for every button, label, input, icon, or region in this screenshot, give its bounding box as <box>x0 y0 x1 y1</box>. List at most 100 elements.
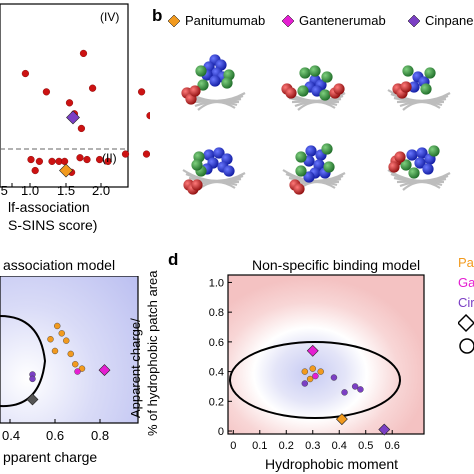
chart-d-diamond <box>378 423 391 436</box>
chart-a-point <box>65 99 74 107</box>
protein-atom <box>408 81 420 93</box>
circle-outline-icon <box>459 338 474 354</box>
protein-atom <box>400 81 412 93</box>
protein-ribbon <box>297 100 336 111</box>
protein-atom <box>400 159 412 171</box>
chart-d-xtick-label: 0.5 <box>358 440 373 452</box>
protein-atom <box>191 159 203 171</box>
protein-ribbon <box>402 180 441 191</box>
chart-d-ytick-label: 0 <box>218 426 224 438</box>
chart-d-point <box>341 389 348 396</box>
diamond-icon <box>168 14 180 27</box>
protein-atom <box>321 71 333 83</box>
chart-c-point <box>67 350 74 358</box>
protein-atom <box>285 87 297 99</box>
protein-atom <box>293 183 305 195</box>
protein-structures <box>181 54 451 195</box>
protein-atom <box>319 89 331 101</box>
protein-atom <box>428 145 440 157</box>
chart-d-point <box>312 372 319 380</box>
protein-atom <box>223 165 235 177</box>
protein-atom <box>321 143 333 155</box>
chart-d-diamond <box>306 344 319 357</box>
panel-letter-b: b <box>152 6 163 25</box>
chart-d-xtick-label: 0.6 <box>385 440 400 452</box>
chart-d-plot: 0 0.1 0.2 0.3 0.4 0.5 0.6 0 0.2 0.4 0.6 0.8 1.0 <box>209 274 425 452</box>
chart-d-xtick-label: 0 <box>230 440 236 452</box>
chart-d-point <box>306 375 314 383</box>
protein-atom <box>402 65 414 77</box>
protein-atom <box>406 149 418 161</box>
protein-atom <box>189 85 201 97</box>
chart-a-point <box>83 155 91 164</box>
protein-atom <box>213 147 225 159</box>
chart-c-point <box>72 360 79 368</box>
chart-d-title: Non-specific binding model <box>252 257 421 273</box>
legend-label: Panitumumab <box>185 13 266 28</box>
chart-a-point <box>35 157 44 165</box>
protein-ribbon <box>197 100 236 111</box>
protein-atom <box>309 65 321 77</box>
legend-label: Gantenerumab <box>299 13 386 28</box>
chart-d-xtick-label: 0.1 <box>252 440 267 452</box>
chart-c-point <box>58 330 65 337</box>
legend-right-item: Cir <box>458 295 474 310</box>
chart-d-xtick-label: 0.2 <box>279 440 294 452</box>
region-label-iv: (IV) <box>100 10 120 24</box>
chart-d-xtick-label: 0.4 <box>332 440 347 452</box>
legend-item-cinpane: Cinpane <box>408 13 473 28</box>
diamond-outline-icon <box>458 313 474 333</box>
chart-d-point <box>351 383 359 390</box>
legend-right-item: Pa <box>458 255 474 270</box>
protein-atom <box>295 151 307 163</box>
chart-d-ytick-label: 0.8 <box>209 307 224 319</box>
chart-d-xtick-label: 0.3 <box>305 440 320 452</box>
protein-atom <box>303 171 315 183</box>
chart-a-xlabel: lf-association <box>8 199 90 215</box>
protein-atom <box>414 157 426 169</box>
protein-atom <box>195 65 207 77</box>
protein-atom <box>297 85 309 97</box>
chart-a-point <box>21 69 30 78</box>
chart-c-point <box>74 368 81 375</box>
protein-atom <box>323 161 335 173</box>
protein-atom <box>408 167 420 179</box>
chart-a-point <box>77 124 86 133</box>
chart-d-point <box>357 386 364 393</box>
chart-a-diamond <box>59 163 73 178</box>
protein-atom <box>295 165 307 177</box>
chart-c-xlabel: pparent charge <box>3 449 98 465</box>
diamond-icon <box>408 14 420 27</box>
chart-d-point <box>330 374 338 381</box>
chart-c-point <box>54 322 61 330</box>
chart-d-point <box>317 368 324 375</box>
protein-atom <box>394 151 406 163</box>
chart-c-point <box>47 336 54 343</box>
region-label-ii: (II) <box>102 151 117 165</box>
protein-atom <box>416 147 428 159</box>
chart-d-point <box>301 380 309 387</box>
chart-a-diamond <box>66 110 80 125</box>
chart-d-ylabel-line2: % of hydrophobic patch area <box>145 270 160 437</box>
chart-a-point <box>48 157 56 165</box>
chart-a-point <box>31 166 39 175</box>
chart-a-point <box>76 154 84 162</box>
legend-item-panitumumab: Panitumumab <box>168 13 265 28</box>
protein-atom <box>209 75 221 87</box>
chart-d-ytick-label: 0.2 <box>209 396 224 408</box>
chart-c-tick-x: 0.8 <box>91 428 110 443</box>
chart-a-point <box>104 157 112 165</box>
protein-atom <box>388 161 400 173</box>
chart-c-diamond <box>98 364 111 377</box>
chart-d-ylabel-line1: Apparent charge/ <box>128 318 143 418</box>
chart-c-title: association model <box>3 257 116 273</box>
chart-d-ytick-label: 1.0 <box>209 277 224 289</box>
chart-a-tick-x: 1.5 <box>57 183 76 198</box>
chart-a-point <box>88 84 97 92</box>
chart-c-point <box>63 337 70 344</box>
chart-a-point <box>60 157 69 165</box>
legend-right-item: Ga <box>458 275 474 290</box>
chart-a-plot <box>0 3 150 188</box>
protein-atom <box>424 67 436 79</box>
chart-a-point <box>142 150 150 158</box>
